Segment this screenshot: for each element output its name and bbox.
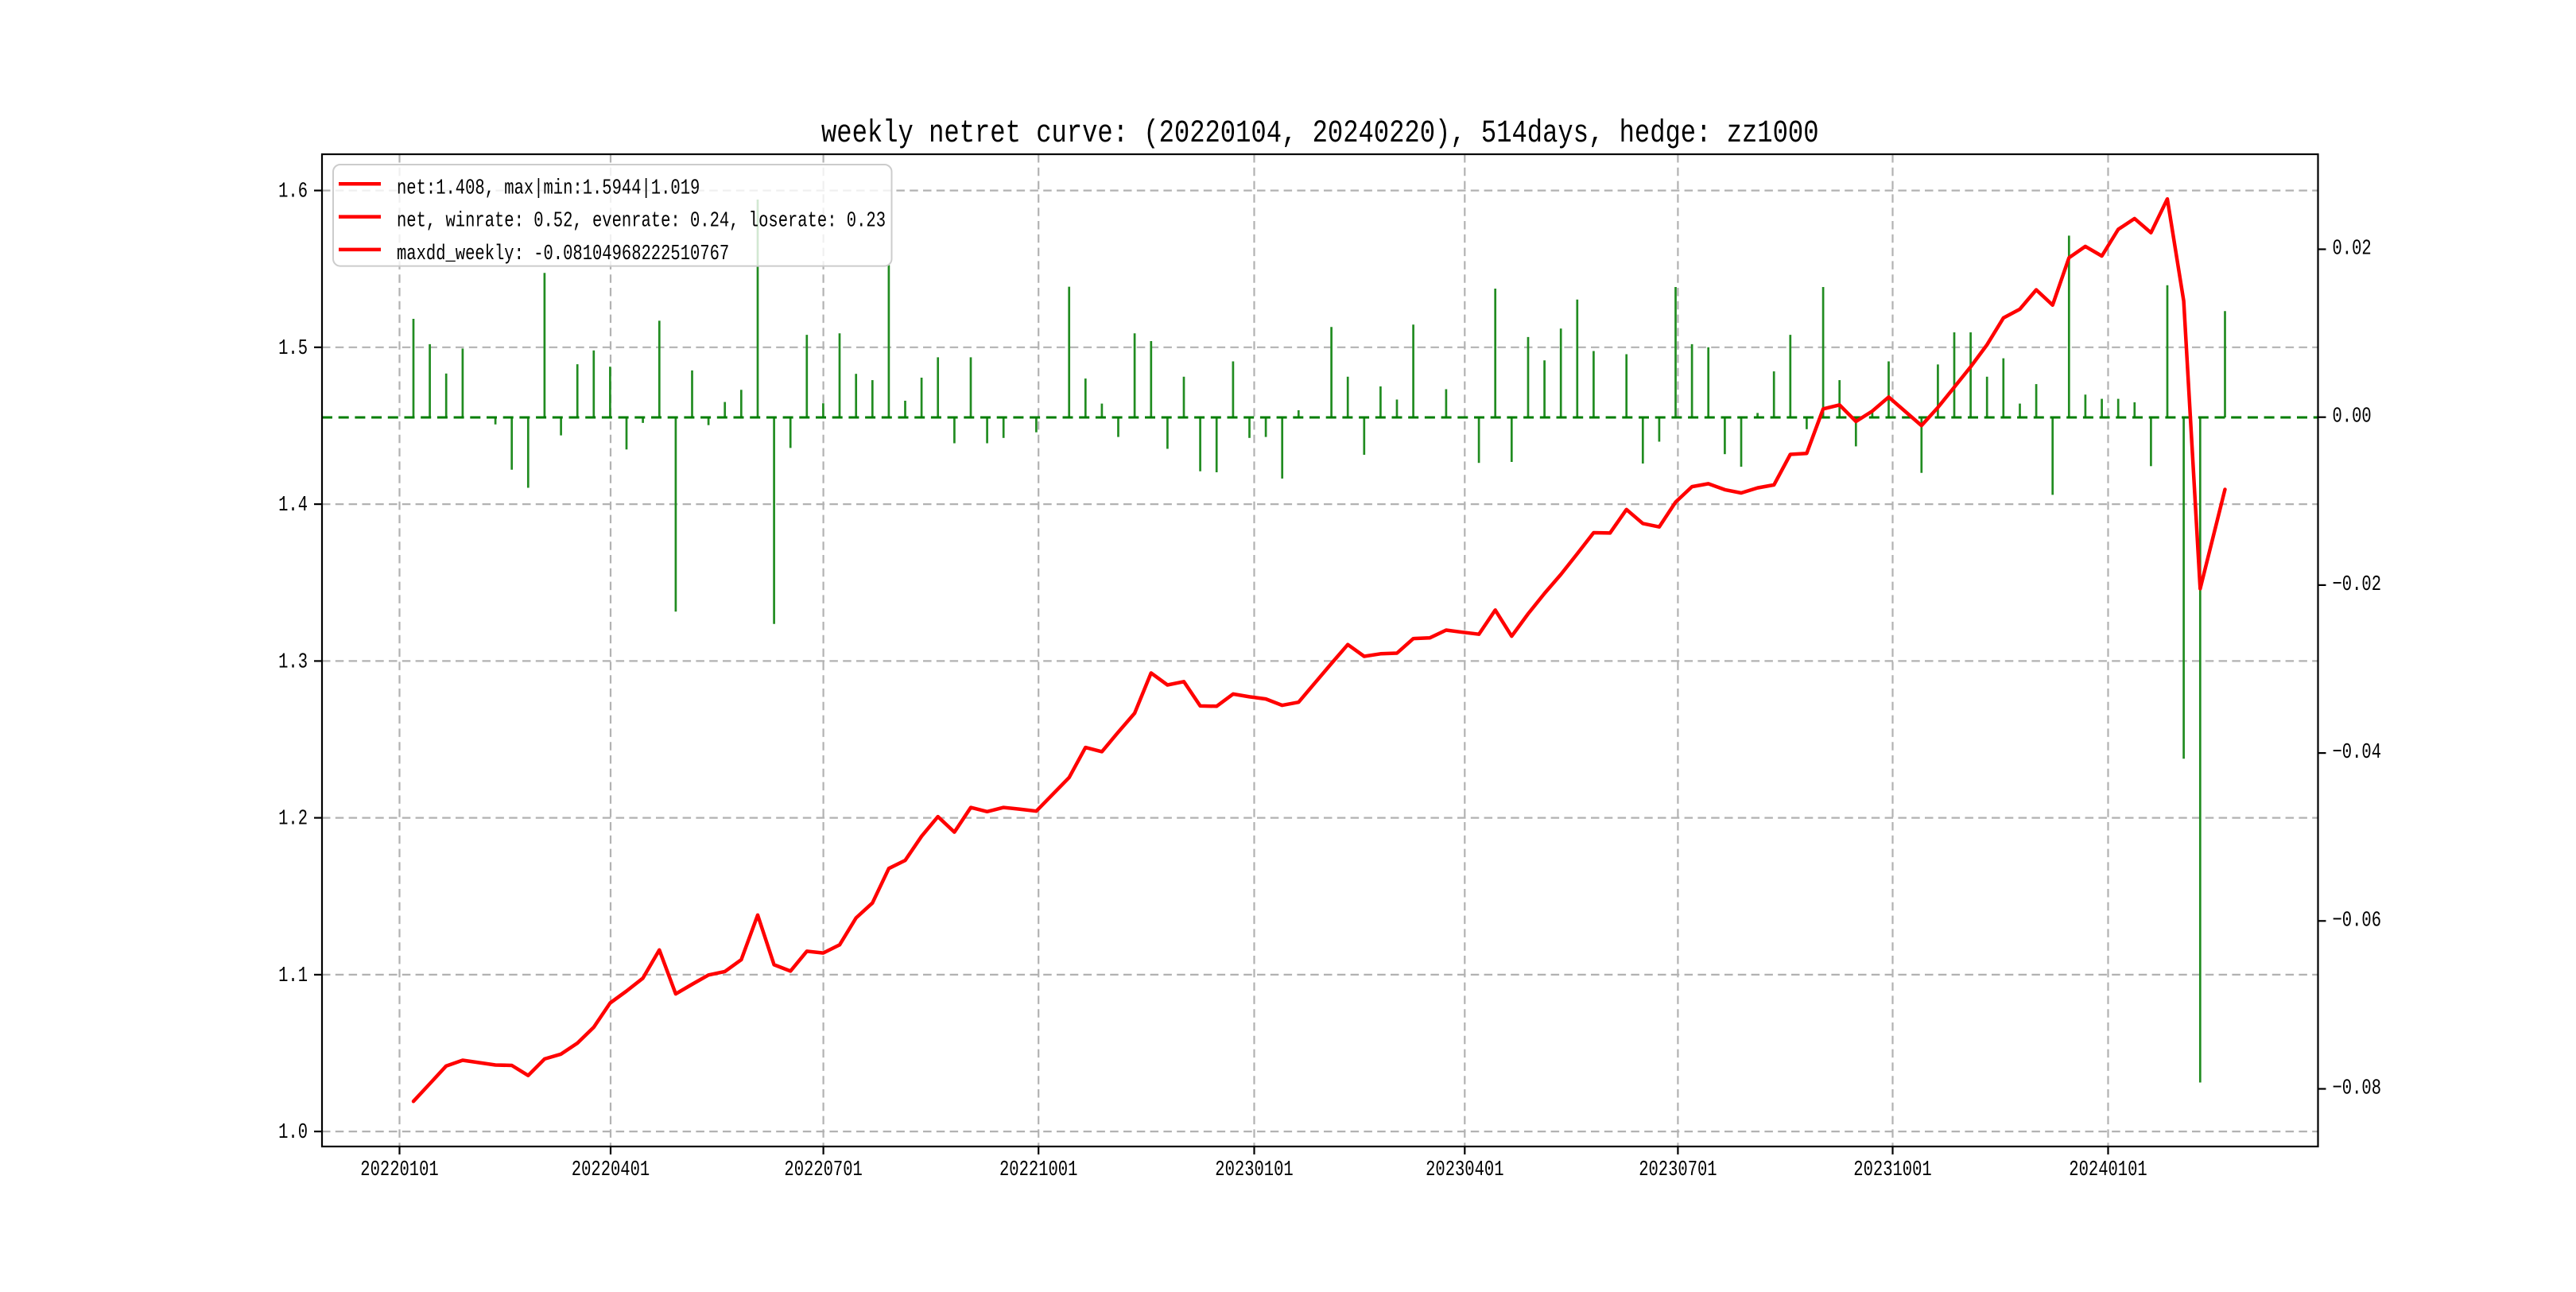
svg-text:20220401: 20220401 [572,1158,650,1182]
svg-text:1.0: 1.0 [278,1121,308,1145]
svg-text:−0.08: −0.08 [2333,1077,2382,1101]
svg-text:1.6: 1.6 [278,180,308,204]
svg-text:−0.02: −0.02 [2333,573,2382,597]
svg-text:20230401: 20230401 [1426,1158,1503,1182]
svg-text:20220101: 20220101 [360,1158,438,1182]
svg-text:20240101: 20240101 [2069,1158,2147,1182]
svg-text:1.3: 1.3 [278,650,308,674]
svg-text:20230701: 20230701 [1639,1158,1717,1182]
svg-text:−0.06: −0.06 [2333,909,2382,933]
svg-text:1.1: 1.1 [278,964,308,988]
svg-text:weekly netret curve: (20220104: weekly netret curve: (20220104, 20240220… [821,116,1819,152]
svg-text:−0.04: −0.04 [2333,741,2382,765]
svg-text:1.5: 1.5 [278,337,308,361]
svg-text:0.00: 0.00 [2333,405,2372,429]
svg-text:20220701: 20220701 [784,1158,862,1182]
svg-text:20231001: 20231001 [1853,1158,1931,1182]
svg-text:0.02: 0.02 [2333,238,2372,262]
svg-text:20221001: 20221001 [999,1158,1077,1182]
svg-text:net:1.408, max|min:1.5944|1.01: net:1.408, max|min:1.5944|1.019 [397,177,700,200]
svg-text:20230101: 20230101 [1215,1158,1293,1182]
svg-text:1.2: 1.2 [278,808,308,832]
svg-text:1.4: 1.4 [278,494,308,518]
svg-text:maxdd_weekly: -0.0810496822251: maxdd_weekly: -0.08104968222510767 [397,242,729,266]
svg-text:net, winrate: 0.52, evenrate:: net, winrate: 0.52, evenrate: 0.24, lose… [397,210,886,234]
